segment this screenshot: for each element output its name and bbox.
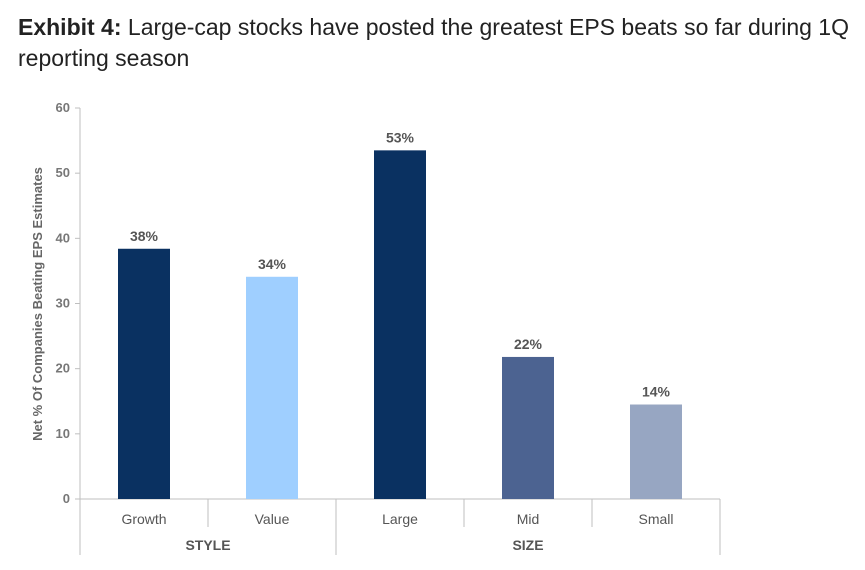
y-axis-label: Net % Of Companies Beating EPS Estimates bbox=[30, 167, 45, 441]
y-tick-label: 0 bbox=[63, 491, 70, 506]
data-label-small: 14% bbox=[642, 384, 671, 400]
x-category-label-value: Value bbox=[255, 511, 290, 527]
bar-large bbox=[374, 150, 426, 499]
group-label-size: SIZE bbox=[512, 537, 543, 553]
chart-title: Exhibit 4: Large-cap stocks have posted … bbox=[18, 12, 858, 74]
y-tick-label: 50 bbox=[56, 165, 70, 180]
x-category-label-mid: Mid bbox=[517, 511, 540, 527]
bar-value bbox=[246, 276, 298, 499]
y-tick-label: 30 bbox=[56, 296, 70, 311]
y-tick-label: 10 bbox=[56, 426, 70, 441]
group-label-style: STYLE bbox=[185, 537, 230, 553]
data-label-mid: 22% bbox=[514, 336, 543, 352]
data-label-large: 53% bbox=[386, 129, 415, 145]
x-axis-categories: Growth Value Large Mid Small STYLE SIZE bbox=[121, 511, 673, 553]
x-category-label-growth: Growth bbox=[121, 511, 166, 527]
axes: 0 10 20 30 40 50 60 bbox=[56, 100, 721, 555]
chart-title-text: Large-cap stocks have posted the greates… bbox=[18, 14, 849, 71]
data-labels: 38% 34% 53% 22% 14% bbox=[130, 129, 671, 399]
x-category-label-small: Small bbox=[638, 511, 673, 527]
data-label-value: 34% bbox=[258, 256, 287, 272]
bar-growth bbox=[118, 248, 170, 499]
x-category-label-large: Large bbox=[382, 511, 418, 527]
bar-mid bbox=[502, 356, 554, 499]
chart-title-lead: Exhibit 4: bbox=[18, 14, 122, 40]
bar-small bbox=[630, 404, 682, 499]
y-tick-label: 60 bbox=[56, 100, 70, 115]
data-label-growth: 38% bbox=[130, 228, 159, 244]
y-tick-label: 20 bbox=[56, 361, 70, 376]
y-tick-label: 40 bbox=[56, 230, 70, 245]
bars bbox=[118, 150, 682, 499]
